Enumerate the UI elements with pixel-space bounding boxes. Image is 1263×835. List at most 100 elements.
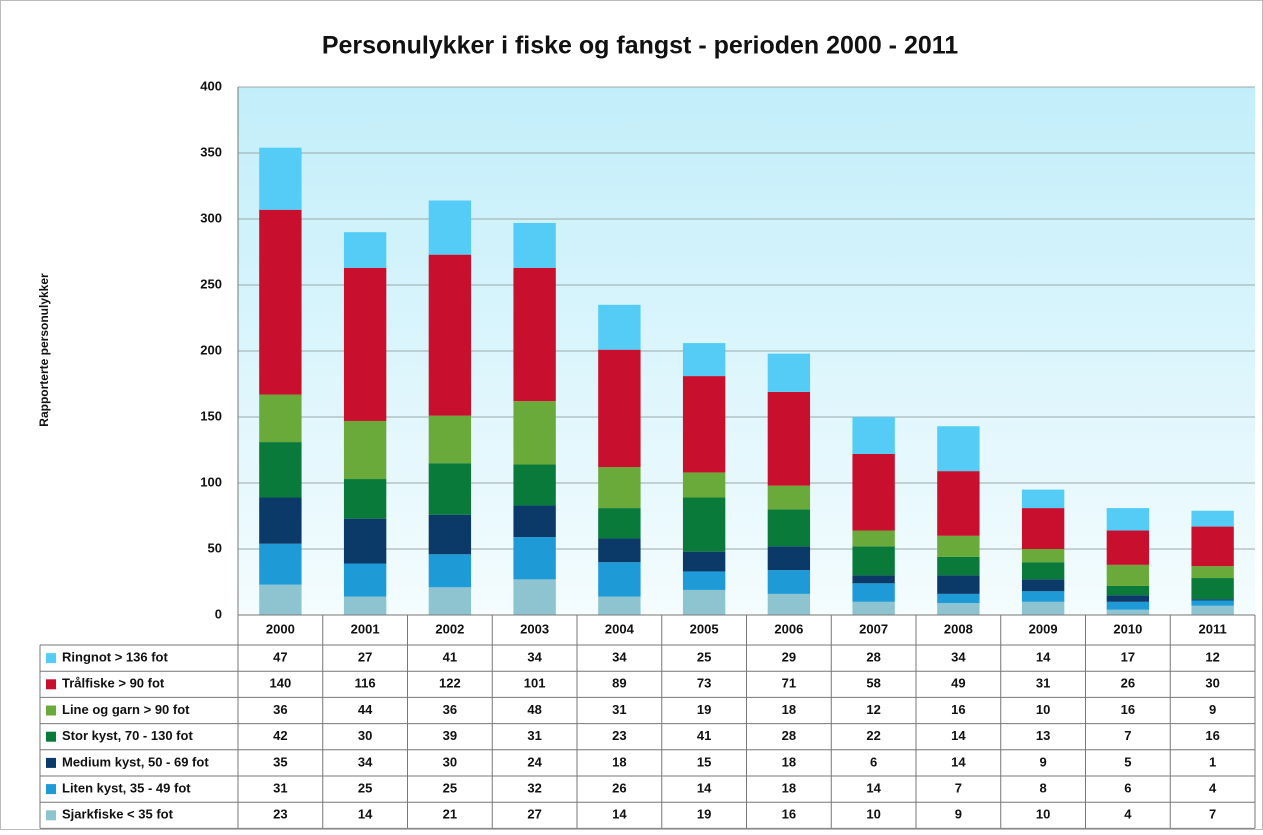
x-tick-label: 2009 [1029, 621, 1058, 636]
table-cell: 39 [443, 728, 457, 743]
bar-segment [343, 420, 387, 480]
bar-segment [259, 442, 302, 498]
table-cell: 34 [951, 650, 966, 665]
table-cell: 47 [273, 650, 287, 665]
table-cell: 41 [443, 650, 457, 665]
legend-label: Medium kyst, 50 - 69 fot [62, 754, 209, 769]
table-cell: 18 [782, 702, 796, 717]
bar-segment [767, 509, 811, 547]
y-tick-label: 50 [208, 540, 222, 555]
table-cell: 36 [273, 702, 287, 717]
bar-segment [259, 584, 302, 615]
bar-segment [1021, 591, 1065, 602]
table-cell: 10 [1036, 702, 1050, 717]
table-cell: 32 [527, 781, 541, 796]
table-cell: 16 [951, 702, 965, 717]
table-cell: 13 [1036, 728, 1050, 743]
bar-segment [513, 267, 556, 402]
table-cell: 31 [527, 728, 541, 743]
table-cell: 14 [697, 781, 712, 796]
table-cell: 34 [612, 650, 627, 665]
bar-segment [343, 563, 387, 597]
bar-segment [937, 603, 980, 615]
table-cell: 5 [1124, 754, 1131, 769]
table-cell: 25 [443, 781, 457, 796]
table-cell: 7 [1209, 807, 1216, 822]
bar-segment [1106, 609, 1150, 615]
bar-segment [682, 472, 726, 498]
bar-segment [937, 575, 980, 594]
table-cell: 34 [527, 650, 542, 665]
bar-segment [428, 514, 472, 555]
bar-segment [852, 575, 895, 584]
table-cell: 23 [273, 807, 287, 822]
bar-segment [682, 551, 726, 572]
bar-segment [513, 505, 556, 538]
table-cell: 71 [782, 676, 796, 691]
bar-segment [937, 426, 980, 472]
bar-segment [1021, 601, 1065, 615]
table-cell: 101 [524, 676, 546, 691]
table-cell: 14 [951, 728, 966, 743]
table-cell: 14 [612, 807, 627, 822]
y-tick-label: 150 [200, 408, 222, 423]
bar-segment [1191, 605, 1234, 615]
bar-segment [1106, 530, 1150, 565]
table-cell: 116 [355, 676, 376, 691]
bar-segment [598, 538, 641, 563]
bar-segment [852, 417, 895, 454]
bar-segment [428, 200, 472, 255]
bar-segment [1106, 601, 1150, 610]
bar-segment [767, 593, 811, 615]
bar-segment [852, 601, 895, 615]
bar-segment [937, 471, 980, 536]
table-cell: 30 [443, 754, 457, 769]
table-cell: 23 [612, 728, 626, 743]
bar-segment [428, 415, 472, 464]
bar-segment [513, 579, 556, 615]
bar-segment [852, 546, 895, 576]
table-cell: 27 [358, 650, 372, 665]
legend-label: Ringnot > 136 fot [62, 650, 168, 665]
table-cell: 140 [270, 676, 292, 691]
table-cell: 25 [697, 650, 711, 665]
table-cell: 35 [273, 754, 287, 769]
table-cell: 9 [955, 807, 962, 822]
table-cell: 15 [697, 754, 711, 769]
table-cell: 7 [955, 781, 962, 796]
bar-segment [682, 571, 726, 590]
table-cell: 49 [951, 676, 965, 691]
table-cell: 31 [1036, 676, 1050, 691]
bar-segment [428, 254, 472, 416]
bar-segment [598, 596, 641, 615]
bar-segment [1106, 585, 1150, 596]
table-cell: 16 [1205, 728, 1219, 743]
legend-label: Sjarkfiske < 35 fot [62, 807, 174, 822]
bar-segment [428, 587, 472, 615]
table-cell: 28 [866, 650, 880, 665]
legend-swatch [46, 731, 56, 742]
bar-segment [259, 543, 302, 585]
y-tick-label: 400 [200, 78, 222, 93]
bar-segment [259, 497, 302, 544]
bar-segment [343, 596, 387, 615]
legend-swatch [46, 679, 56, 690]
bar-segment [598, 467, 641, 509]
bar-segment [1191, 526, 1234, 567]
table-cell: 34 [358, 754, 373, 769]
bar-segment [1191, 510, 1234, 527]
table-cell: 73 [697, 676, 711, 691]
legend-swatch [46, 784, 56, 795]
table-cell: 19 [697, 807, 711, 822]
bar-segment [1021, 562, 1065, 580]
bar-segment [682, 497, 726, 552]
bar-segment [1021, 549, 1065, 563]
bar-segment [343, 479, 387, 519]
bar-segment [513, 222, 556, 268]
table-cell: 42 [273, 728, 287, 743]
table-cell: 1 [1209, 754, 1216, 769]
bar-segment [598, 508, 641, 539]
x-tick-label: 2005 [690, 621, 719, 636]
bar-segment [852, 453, 895, 531]
